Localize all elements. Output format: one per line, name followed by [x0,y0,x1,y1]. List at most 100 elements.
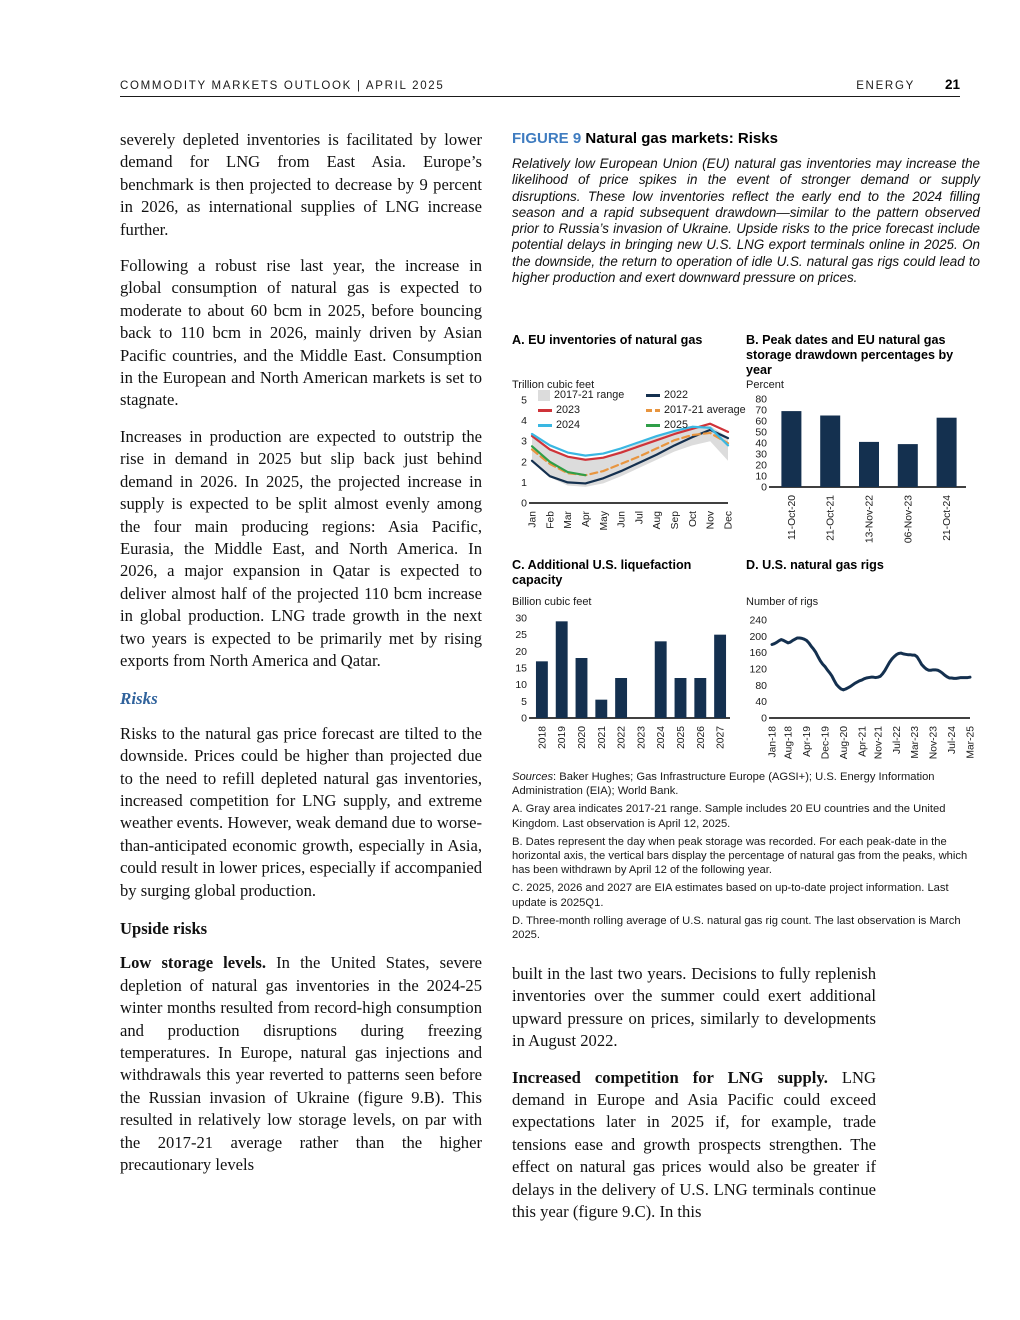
svg-text:0: 0 [521,713,527,725]
svg-text:3: 3 [521,436,527,448]
chart-d-plot: 0 40 80 120 160 200 240 Jan-18 Aug-18 Apr-19 Dec-1… [749,615,977,760]
chart-c-unit-label: Billion cubic feet [512,596,592,608]
svg-text:Mar-25: Mar-25 [966,726,977,759]
page-header: COMMODITY MARKETS OUTLOOK | APRIL 2025 E… [120,70,960,97]
svg-text:60: 60 [755,416,767,428]
svg-text:Feb: Feb [545,511,556,529]
chart-b-unit-label: Percent [746,379,784,391]
legend-label: 2017-21 average [664,404,746,416]
legend-swatch [646,408,660,412]
svg-text:50: 50 [755,427,767,439]
paragraph-text: In the United States, severe depletion o… [120,953,482,1175]
chart-d-unit-label: Number of rigs [746,596,819,608]
body-paragraph: Low storage levels. In the United States… [120,952,482,1176]
chart-eu-inventories: A. EU inventories of natural gas Trillio… [512,333,746,545]
svg-text:240: 240 [749,615,767,627]
chart-a-title: A. EU inventories of natural gas [512,333,703,347]
chart-c-title: C. Additional U.S. liquefaction capacity [512,558,692,587]
svg-text:2021: 2021 [597,726,608,749]
body-paragraph: severely depleted inventories is facilit… [120,130,482,239]
svg-text:10: 10 [755,471,767,483]
legend-swatch [538,408,552,412]
svg-text:Jan: Jan [528,511,539,528]
left-text-column: severely depleted inventories is facilit… [120,129,482,1190]
legend-label: 2017-21 range [554,389,625,401]
legend-label: 2023 [556,404,581,416]
svg-text:25: 25 [515,629,527,641]
svg-text:80: 80 [755,680,767,692]
svg-text:21-Oct-24: 21-Oct-24 [942,495,953,541]
sources-label: Sources [512,771,554,783]
report-title: COMMODITY MARKETS OUTLOOK | APRIL 2025 [120,80,445,92]
svg-text:06-Nov-23: 06-Nov-23 [903,495,914,543]
body-paragraph: Risks to the natural gas price forecast … [120,723,482,900]
legend-label: 2025 [664,419,689,431]
legend-item: 2022 [646,389,746,401]
svg-text:2022: 2022 [617,726,628,749]
svg-text:5: 5 [521,395,527,407]
svg-text:0: 0 [521,498,527,510]
chart-a-unit-label: Trillion cubic feet [512,379,595,391]
chart-peak-drawdown: B. Peak dates and EU natural gas storage… [746,333,980,545]
svg-text:200: 200 [749,631,767,643]
svg-text:May: May [599,510,610,530]
svg-text:30: 30 [515,613,527,625]
chart-a-legend: 2017-21 range 2022 2023 2017-21 average 2024… [538,389,746,431]
legend-swatch [646,423,660,427]
svg-text:Sep: Sep [670,511,681,530]
svg-text:20: 20 [755,460,767,472]
svg-text:40: 40 [755,696,767,708]
legend-item: 2024 [538,419,640,431]
note-b: B. Dates represent the day when peak sto… [512,835,968,877]
svg-text:Jul-24: Jul-24 [947,726,958,754]
svg-text:0: 0 [761,713,767,725]
svg-text:11-Oct-20: 11-Oct-20 [787,495,798,540]
header-right: ENERGY 21 [856,77,960,96]
svg-text:Jul: Jul [634,511,645,524]
paragraph-text: LNG demand in Europe and Asia Pacific co… [512,1067,876,1222]
svg-text:Apr-21: Apr-21 [857,726,868,757]
legend-label: 2022 [664,389,689,401]
svg-text:Apr: Apr [581,510,592,527]
svg-text:2023: 2023 [636,726,647,749]
svg-text:5: 5 [521,696,527,708]
svg-text:Jul-22: Jul-22 [892,726,903,754]
body-paragraph: Increases in production are expected to … [120,426,482,670]
svg-text:160: 160 [749,647,767,659]
svg-text:Aug-20: Aug-20 [839,726,850,759]
figure-notes: Sources: Baker Hughes; Gas Infrastructur… [512,770,984,946]
figure-9: FIGURE 9 Natural gas markets: Risks Rela… [512,130,980,286]
legend-item: 2017-21 average [646,404,746,416]
chart-liquefaction-capacity: C. Additional U.S. liquefaction capacity… [512,558,738,770]
note-d: D. Three-month rolling average of U.S. n… [512,914,961,942]
svg-text:40: 40 [755,438,767,450]
svg-text:20: 20 [515,646,527,658]
svg-text:2019: 2019 [557,726,568,749]
chart-d-title: D. U.S. natural gas rigs [746,558,884,572]
body-paragraph: Following a robust rise last year, the i… [120,256,482,410]
svg-text:2018: 2018 [537,726,548,749]
legend-label: 2024 [556,419,581,431]
chart-b-title: B. Peak dates and EU natural gas storage… [746,333,954,377]
svg-text:Apr-19: Apr-19 [802,726,813,757]
legend-swatch [538,389,550,401]
paragraph-lead: Low storage levels. [120,953,267,973]
svg-text:70: 70 [755,405,767,417]
upside-risks-heading: Upside risks [120,919,208,938]
svg-text:13-Nov-22: 13-Nov-22 [865,495,876,543]
legend-swatch [538,423,552,427]
svg-text:Oct: Oct [688,511,699,527]
svg-text:Jan-18: Jan-18 [768,726,779,758]
legend-item: 2025 [646,419,746,431]
svg-text:10: 10 [515,679,527,691]
body-paragraph: built in the last two years. Decisions t… [512,964,876,1051]
chart-a-plot: 0 1 2 3 4 5 Jan Feb Mar Apr May Jun Jul Aug Sep Oct Nov D… [521,395,734,531]
sources-line: Sources: Baker Hughes; Gas Infrastructur… [512,770,984,799]
svg-text:Dec-19: Dec-19 [820,726,831,759]
legend-item: 2023 [538,404,640,416]
svg-text:2020: 2020 [577,726,588,749]
svg-text:120: 120 [749,664,767,676]
